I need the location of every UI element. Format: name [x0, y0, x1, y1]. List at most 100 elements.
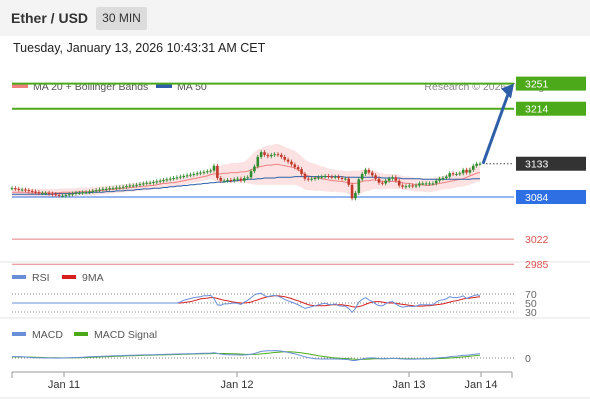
candle-body — [354, 192, 357, 199]
candle-body — [125, 186, 128, 188]
candle-body — [401, 185, 404, 187]
candle-body — [431, 183, 435, 185]
candle-body — [202, 171, 206, 173]
candle-body — [253, 166, 256, 172]
candle-body — [323, 175, 327, 177]
candle-body — [411, 185, 414, 187]
candle-body — [407, 185, 411, 187]
candle-body — [168, 178, 172, 180]
candle-body — [428, 183, 431, 185]
timeframe-button[interactable]: 30 MIN — [96, 7, 147, 30]
candle-body — [269, 154, 273, 157]
datetime-label: Tuesday, January 13, 2026 10:43:31 AM CE… — [13, 41, 266, 55]
candle-body — [306, 178, 310, 180]
resistance-level-value: 3214 — [525, 104, 549, 116]
candle-body — [317, 177, 320, 179]
rsi-tick-label: 50 — [525, 298, 537, 310]
candle-body — [209, 170, 212, 172]
candle-body — [344, 178, 347, 180]
candle-body — [104, 188, 108, 190]
candle-body — [199, 172, 202, 174]
candle-body — [327, 175, 330, 177]
legend-swatch — [156, 84, 172, 88]
candle-body — [81, 192, 85, 194]
candle-body — [397, 180, 401, 186]
candle-body — [263, 152, 266, 155]
candle-body — [74, 192, 78, 194]
candle-body — [88, 191, 91, 193]
candle-body — [131, 185, 135, 187]
candle-body — [313, 177, 317, 179]
candle-body — [14, 188, 17, 190]
candle-body — [165, 179, 169, 181]
candle-body — [20, 189, 24, 191]
candle-body — [189, 174, 192, 176]
candle-body — [172, 177, 175, 179]
candle-body — [61, 195, 64, 197]
candle-body — [448, 173, 451, 177]
candle-body — [71, 193, 74, 195]
header-bar: Ether / USD 30 MIN — [0, 0, 590, 36]
candle-body — [381, 182, 384, 184]
candle-body — [232, 179, 236, 181]
candle-body — [370, 172, 374, 176]
candle-body — [64, 194, 68, 196]
candle-body — [377, 178, 381, 183]
candle-body — [434, 180, 438, 184]
candle-body — [37, 192, 41, 194]
candle-body — [101, 188, 105, 190]
candle-body — [158, 180, 162, 182]
candle-body — [404, 186, 408, 188]
candle-body — [91, 190, 95, 192]
candle-body — [276, 154, 280, 156]
candle-body — [108, 188, 111, 190]
legend-swatch — [62, 275, 76, 279]
last-price-value: 3133 — [525, 159, 549, 171]
candle-body — [391, 177, 394, 179]
candle-body — [78, 192, 81, 194]
candle-body — [17, 188, 21, 190]
candle-body — [84, 192, 88, 194]
legend-swatch — [12, 332, 26, 336]
candle-body — [290, 161, 293, 165]
pair-title: Ether / USD — [11, 10, 89, 26]
candle-body — [475, 163, 478, 166]
candle-body — [195, 173, 199, 175]
candle-body — [360, 173, 364, 180]
projection-arrowhead — [501, 83, 514, 99]
candle-body — [205, 171, 209, 173]
candle-body — [246, 177, 249, 179]
rsi-line — [12, 292, 481, 314]
candle-body — [350, 184, 354, 199]
candle-body — [340, 177, 344, 179]
legend-swatch — [12, 275, 26, 279]
last-price-tag — [516, 156, 586, 171]
resistance-tag — [516, 101, 586, 116]
candle-body — [118, 187, 122, 189]
pivot-level-value: 3084 — [525, 192, 549, 204]
candle-body — [256, 156, 260, 167]
candle-body — [219, 177, 223, 181]
candle-body — [155, 181, 159, 183]
candle-body — [57, 194, 61, 196]
candle-body — [280, 154, 283, 157]
support-level-value: 3022 — [525, 234, 549, 246]
candle-body — [421, 183, 425, 185]
candle-body — [387, 178, 391, 181]
candle-body — [424, 183, 428, 185]
candle-body — [148, 182, 152, 184]
candle-body — [249, 171, 253, 178]
candle-body — [451, 173, 455, 175]
candle-body — [296, 167, 300, 170]
candle-body — [468, 169, 472, 173]
resistance-level-value: 3251 — [525, 79, 549, 91]
x-tick-label: Jan 13 — [392, 379, 425, 391]
candle-body — [145, 182, 148, 184]
candle-body — [27, 190, 31, 192]
candle-body — [337, 176, 340, 178]
candle-body — [374, 175, 377, 179]
candle-body — [94, 190, 98, 192]
legend-label: MACD Signal — [94, 329, 157, 341]
